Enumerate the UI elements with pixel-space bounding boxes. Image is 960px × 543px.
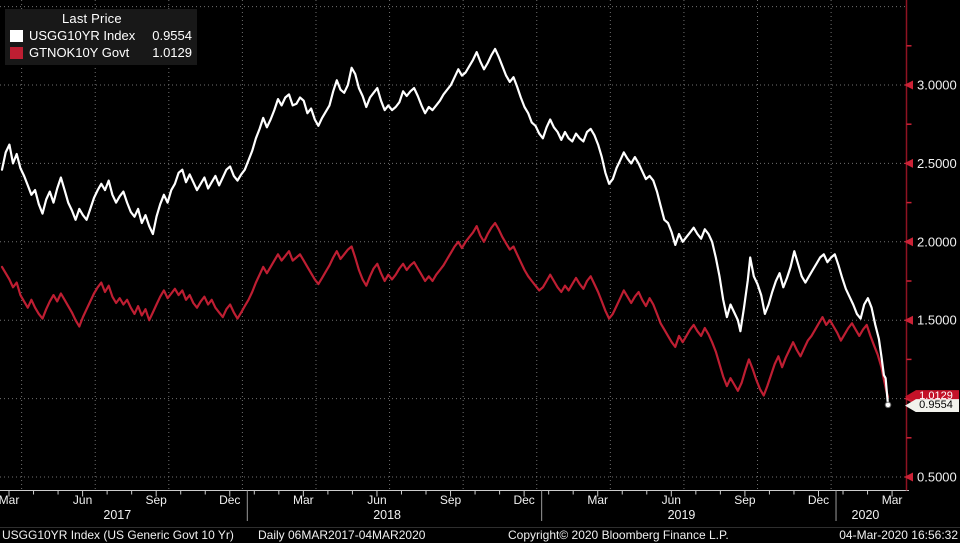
x-axis-month-label: Jun <box>662 493 681 507</box>
x-axis-month-label: Mar <box>0 493 19 507</box>
x-axis-month-label: Dec <box>513 493 534 507</box>
x-axis-year-label: 2018 <box>373 508 401 522</box>
copyright-notice: Copyright© 2020 Bloomberg Finance L.P. <box>508 528 729 542</box>
x-axis-month-label: Dec <box>808 493 829 507</box>
x-axis-month-label: Sep <box>734 493 756 507</box>
y-axis-tick-label: 3.0000 <box>917 78 957 93</box>
x-axis-month-label: Mar <box>293 493 314 507</box>
x-axis-month-label: Jun <box>367 493 386 507</box>
status-bar: USGG10YR Index (US Generic Govt 10 Yr) D… <box>0 527 960 543</box>
series-swatch-red <box>10 47 23 59</box>
x-axis-month-label: Mar <box>587 493 608 507</box>
x-axis-month-label: Dec <box>219 493 240 507</box>
legend-row-gtnok10y[interactable]: GTNOK10Y Govt 1.0129 <box>10 45 192 61</box>
x-axis-month-label: Sep <box>146 493 168 507</box>
legend-value: 0.9554 <box>152 28 192 43</box>
last-point-marker <box>884 401 892 409</box>
y-axis-tick-label: 0.5000 <box>917 470 957 485</box>
y-axis-tick-label: 2.5000 <box>917 156 957 171</box>
security-description: USGG10YR Index (US Generic Govt 10 Yr) <box>2 528 234 542</box>
y-tick-arrow-icon <box>904 315 913 325</box>
last-price-badge-usgg10yr: 0.9554 <box>905 399 959 413</box>
x-axis-year-label: 2019 <box>668 508 696 522</box>
y-axis-tick-label: 2.0000 <box>917 234 957 249</box>
x-axis-year-label: 2020 <box>852 508 880 522</box>
series-line-usgg10yr <box>0 47 890 406</box>
legend-label: GTNOK10Y Govt <box>29 45 130 60</box>
legend-title: Last Price <box>62 11 122 26</box>
x-axis-year-label: 2017 <box>103 508 131 522</box>
y-tick-arrow-icon <box>904 80 913 90</box>
timestamp: 04-Mar-2020 16:56:32 <box>839 528 958 542</box>
series-swatch-white <box>10 30 23 42</box>
y-tick-arrow-icon <box>904 237 913 247</box>
legend-value: 1.0129 <box>152 45 192 60</box>
chart-legend: Last Price USGG10YR Index 0.9554 GTNOK10… <box>5 9 197 65</box>
y-tick-arrow-icon <box>904 472 913 482</box>
legend-label: USGG10YR Index <box>29 28 136 43</box>
x-axis-month-label: Sep <box>440 493 462 507</box>
x-axis-month-label: Jun <box>73 493 92 507</box>
x-axis-month-label: Mar <box>882 493 903 507</box>
chart-period: Daily 06MAR2017-04MAR2020 <box>258 528 426 542</box>
chart-canvas[interactable]: Mar Jun Sep Dec Mar Jun Sep Dec Mar Jun Sep Dec Mar2… <box>0 0 960 527</box>
legend-row-usgg10yr[interactable]: USGG10YR Index 0.9554 <box>10 28 192 44</box>
series-line-gtnok10y <box>0 221 890 399</box>
y-axis-tick-label: 1.5000 <box>917 313 957 328</box>
y-tick-arrow-icon <box>904 158 913 168</box>
